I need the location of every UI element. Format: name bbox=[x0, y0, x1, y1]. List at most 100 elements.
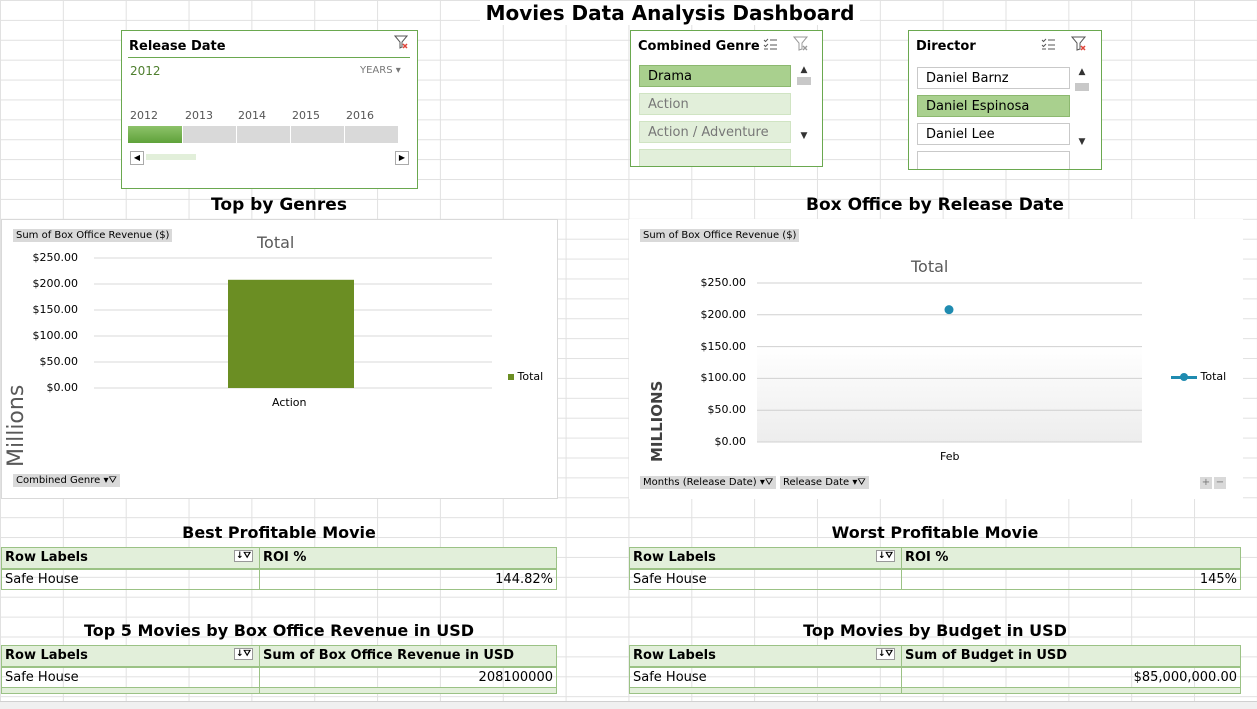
chevron-down-icon[interactable]: ▼ bbox=[800, 131, 808, 141]
clear-filter-icon[interactable] bbox=[1070, 36, 1087, 56]
table-row: Safe House 144.82% bbox=[1, 568, 557, 590]
timeline-scrollbar[interactable] bbox=[146, 154, 196, 160]
release-line-chart[interactable]: Sum of Box Office Revenue ($) Total $250… bbox=[629, 219, 1243, 499]
scroll-right-button[interactable]: ▶ bbox=[395, 151, 409, 165]
row-labels-header[interactable]: Row Labels ↓⛛ bbox=[629, 547, 902, 570]
table-row: Safe House 145% bbox=[629, 568, 1241, 590]
genre-item[interactable]: Drama bbox=[639, 65, 791, 87]
row-labels-header[interactable]: Row Labels ↓⛛ bbox=[629, 645, 902, 668]
year-label: 2016 bbox=[346, 109, 374, 122]
sort-filter-icon[interactable]: ↓⛛ bbox=[875, 550, 895, 563]
filter-dropdown-icon[interactable]: ▾⛛ bbox=[103, 475, 117, 486]
chevron-down-icon[interactable]: ▼ bbox=[1078, 137, 1086, 147]
value-header: ROI % bbox=[259, 547, 557, 570]
year-label: 2012 bbox=[130, 109, 158, 122]
director-item[interactable]: Daniel Lee bbox=[917, 123, 1070, 145]
selected-range-label: 2012 bbox=[130, 64, 161, 78]
y-tick-label: $250.00 bbox=[700, 276, 747, 289]
sort-filter-icon[interactable]: ↓⛛ bbox=[233, 550, 253, 563]
axis-field-button[interactable]: Combined Genre ▾⛛ bbox=[13, 474, 120, 487]
sort-filter-icon[interactable]: ↓⛛ bbox=[233, 648, 253, 661]
release-plot-area bbox=[757, 282, 1142, 443]
category-label: Action bbox=[272, 396, 307, 409]
top5-table-title: Top 5 Movies by Box Office Revenue in US… bbox=[83, 621, 475, 640]
row-labels-header[interactable]: Row Labels ↓⛛ bbox=[1, 645, 260, 668]
sheet-tab-bar[interactable] bbox=[0, 701, 1257, 709]
chart-title: Total bbox=[911, 257, 949, 276]
genre-item[interactable]: Action bbox=[639, 93, 791, 115]
value-header: Sum of Box Office Revenue in USD bbox=[259, 645, 557, 668]
y-tick-label: $50.00 bbox=[39, 355, 79, 368]
axis-field-button[interactable]: Release Date ▾⛛ bbox=[780, 476, 869, 489]
legend-swatch bbox=[508, 374, 514, 380]
row-label: Safe House bbox=[629, 666, 902, 688]
plot-shading bbox=[757, 346, 1142, 442]
director-scrollbar[interactable]: ▲ ▼ bbox=[1075, 67, 1089, 159]
y-tick-label: $100.00 bbox=[32, 329, 79, 342]
y-tick-label: $150.00 bbox=[32, 303, 79, 316]
row-value: 144.82% bbox=[259, 568, 557, 590]
dashboard-title: Movies Data Analysis Dashboard bbox=[480, 1, 860, 25]
chevron-up-icon[interactable]: ▲ bbox=[800, 65, 808, 75]
row-label: Safe House bbox=[1, 666, 260, 688]
director-item[interactable]: Daniel Espinosa bbox=[917, 95, 1070, 117]
genres-section-title: Top by Genres bbox=[211, 195, 347, 215]
clear-filter-icon[interactable] bbox=[393, 35, 409, 53]
chevron-up-icon[interactable]: ▲ bbox=[1078, 67, 1086, 77]
value-header: Sum of Budget in USD bbox=[901, 645, 1241, 668]
axis-field-button[interactable]: Months (Release Date) ▾⛛ bbox=[640, 476, 777, 489]
value-field-button[interactable]: Sum of Box Office Revenue ($) bbox=[640, 229, 800, 242]
genre-plot-area bbox=[94, 257, 492, 389]
year-label: 2013 bbox=[185, 109, 213, 122]
director-slicer[interactable]: Director Daniel Barnz Daniel Espinosa Da… bbox=[908, 30, 1102, 170]
release-date-slicer[interactable]: Release Date 2012 YEARS ▾ 2012 2013 2014… bbox=[121, 30, 418, 189]
year-label: 2014 bbox=[238, 109, 266, 122]
table-row: Safe House $85,000,000.00 bbox=[629, 666, 1241, 688]
value-header: ROI % bbox=[901, 547, 1241, 570]
legend-label: Total bbox=[1200, 370, 1227, 383]
release-section-title: Box Office by Release Date bbox=[806, 195, 1064, 215]
filter-dropdown-icon[interactable]: ▾⛛ bbox=[852, 477, 866, 488]
legend: Total bbox=[508, 370, 543, 383]
y-tick-label: $0.00 bbox=[714, 435, 747, 448]
scroll-left-button[interactable]: ◀ bbox=[130, 151, 144, 165]
scroll-thumb[interactable] bbox=[797, 77, 811, 85]
value-field-button[interactable]: Sum of Box Office Revenue ($) bbox=[13, 229, 173, 242]
row-label: Safe House bbox=[629, 568, 902, 590]
grand-total-row-partial bbox=[629, 687, 1241, 694]
sort-filter-icon[interactable]: ↓⛛ bbox=[875, 648, 895, 661]
row-label: Safe House bbox=[1, 568, 260, 590]
genre-scrollbar[interactable]: ▲ ▼ bbox=[797, 65, 811, 157]
clear-filter-icon[interactable] bbox=[792, 36, 809, 56]
collapse-button[interactable]: − bbox=[1214, 477, 1226, 489]
category-label: Feb bbox=[940, 450, 960, 463]
grand-total-row-partial bbox=[1, 687, 557, 694]
genre-bar-chart[interactable]: Sum of Box Office Revenue ($) Total $250… bbox=[1, 219, 558, 499]
table-header-row: Row Labels ↓⛛ ROI % bbox=[629, 547, 1241, 570]
director-item[interactable]: Daniel Barnz bbox=[917, 67, 1070, 89]
timeline-bar[interactable] bbox=[128, 126, 398, 143]
director-item-partial[interactable] bbox=[917, 151, 1070, 169]
bar-action bbox=[228, 279, 354, 388]
row-labels-header[interactable]: Row Labels ↓⛛ bbox=[1, 547, 260, 570]
combined-genre-slicer[interactable]: Combined Genre Drama Action Action / Adv… bbox=[630, 30, 823, 167]
filter-dropdown-icon[interactable]: ▾⛛ bbox=[759, 477, 774, 488]
row-value: 145% bbox=[901, 568, 1241, 590]
table-header-row: Row Labels ↓⛛ Sum of Budget in USD bbox=[629, 645, 1241, 668]
worst-table-title: Worst Profitable Movie bbox=[831, 523, 1039, 542]
release-slicer-header: Release Date bbox=[129, 39, 226, 54]
genre-item-partial[interactable] bbox=[639, 149, 791, 166]
multi-select-icon[interactable] bbox=[1041, 37, 1056, 55]
genre-item[interactable]: Action / Adventure bbox=[639, 121, 791, 143]
scroll-thumb[interactable] bbox=[1075, 83, 1089, 91]
timeline-selection[interactable] bbox=[128, 126, 182, 143]
axis-field-label: Months (Release Date) bbox=[643, 477, 757, 488]
multi-select-icon[interactable] bbox=[763, 37, 778, 55]
worst-profitable-table: Row Labels ↓⛛ ROI % Safe House 145% bbox=[629, 547, 1241, 590]
year-label: 2015 bbox=[292, 109, 320, 122]
time-level-label: YEARS bbox=[360, 65, 393, 76]
time-level-dropdown[interactable]: YEARS ▾ bbox=[360, 65, 401, 76]
director-slicer-header: Director bbox=[916, 39, 976, 54]
expand-button[interactable]: + bbox=[1200, 477, 1212, 489]
y-tick-label: $0.00 bbox=[46, 381, 79, 394]
